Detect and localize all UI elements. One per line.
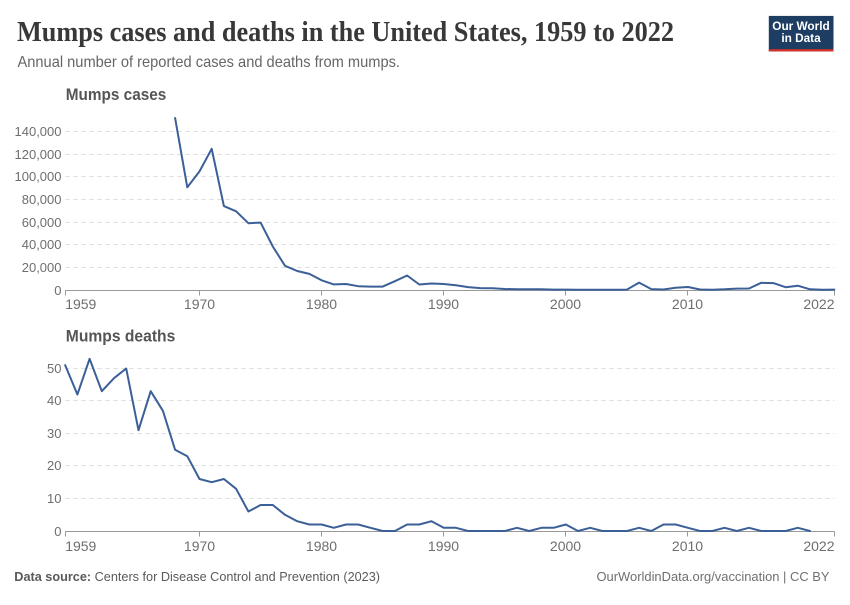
svg-text:1990: 1990: [428, 538, 459, 554]
svg-text:Our World: Our World: [772, 19, 829, 33]
svg-text:1970: 1970: [184, 538, 215, 554]
svg-text:80,000: 80,000: [22, 192, 62, 207]
svg-text:1959: 1959: [65, 538, 96, 554]
svg-text:2000: 2000: [550, 538, 581, 554]
svg-text:1980: 1980: [306, 296, 337, 312]
svg-text:2010: 2010: [672, 296, 703, 312]
svg-text:100,000: 100,000: [15, 169, 62, 184]
svg-text:20: 20: [47, 458, 61, 473]
svg-text:30: 30: [47, 426, 61, 441]
svg-text:in Data: in Data: [781, 31, 821, 45]
svg-text:Data source: Centers for Disea: Data source: Centers for Disease Control…: [14, 569, 380, 584]
svg-text:140,000: 140,000: [15, 124, 62, 139]
svg-text:40,000: 40,000: [22, 237, 62, 252]
svg-text:1990: 1990: [428, 296, 459, 312]
svg-text:1959: 1959: [65, 296, 96, 312]
svg-text:50: 50: [47, 361, 61, 376]
svg-text:10: 10: [47, 491, 61, 506]
svg-text:Mumps cases: Mumps cases: [66, 85, 167, 104]
svg-text:40: 40: [47, 393, 61, 408]
svg-text:Mumps cases and deaths in the: Mumps cases and deaths in the United Sta…: [17, 17, 674, 48]
svg-text:1980: 1980: [306, 538, 337, 554]
svg-text:20,000: 20,000: [22, 260, 62, 275]
svg-text:2000: 2000: [550, 296, 581, 312]
svg-text:2010: 2010: [672, 538, 703, 554]
svg-text:OurWorldinData.org/vaccination: OurWorldinData.org/vaccination | CC BY: [597, 569, 830, 584]
svg-text:2022: 2022: [803, 296, 834, 312]
svg-text:60,000: 60,000: [22, 215, 62, 230]
svg-text:0: 0: [54, 283, 61, 298]
svg-text:Mumps deaths: Mumps deaths: [66, 326, 176, 345]
svg-text:Annual number of reported case: Annual number of reported cases and deat…: [18, 54, 401, 71]
svg-text:2022: 2022: [803, 538, 834, 554]
svg-text:0: 0: [54, 524, 61, 539]
svg-text:120,000: 120,000: [15, 147, 62, 162]
svg-text:1970: 1970: [184, 296, 215, 312]
